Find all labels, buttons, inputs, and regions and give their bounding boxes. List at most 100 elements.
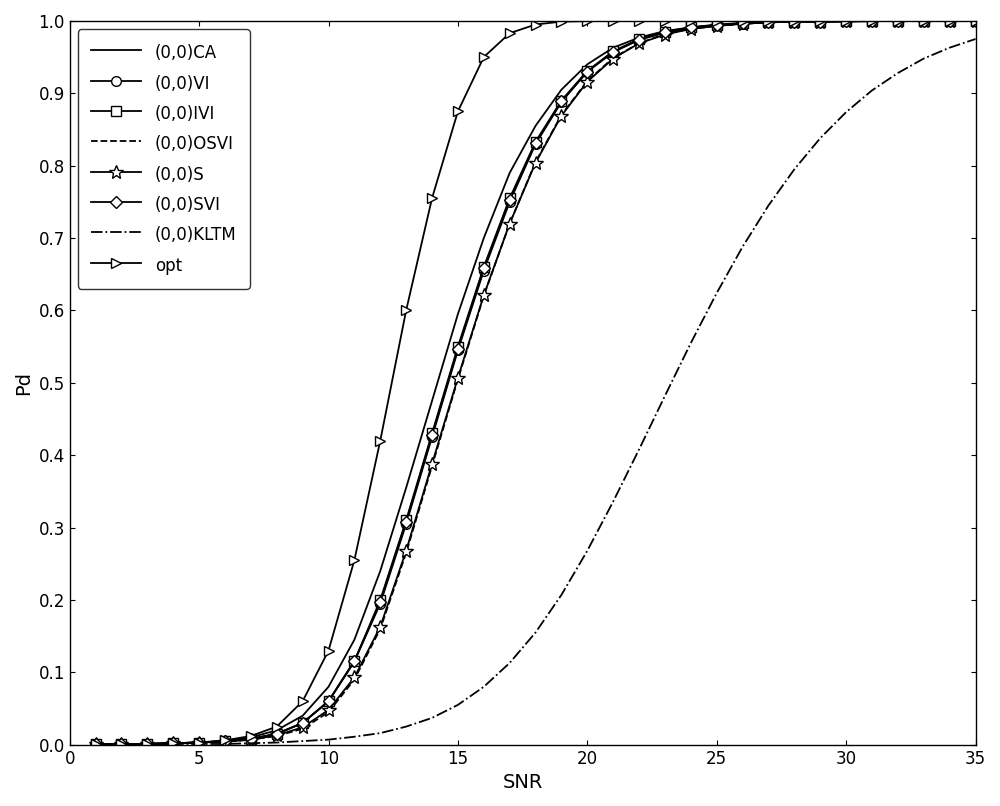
- opt: [840, 16, 852, 26]
- (0,0)S: [167, 738, 179, 748]
- (0,0)S: [866, 16, 878, 26]
- opt: [814, 16, 826, 26]
- (0,0)S: [90, 739, 102, 749]
- (0,0)KLTM: [866, 85, 878, 95]
- (0,0)CA: [245, 733, 257, 742]
- (0,0)CA: [219, 736, 231, 746]
- (0,0)IVI: [633, 34, 645, 44]
- (0,0)KLTM: [762, 201, 774, 210]
- (0,0)OSVI: [685, 24, 697, 34]
- (0,0)SVI: [788, 17, 800, 27]
- X-axis label: SNR: SNR: [502, 773, 543, 792]
- (0,0)SVI: [659, 27, 671, 37]
- (0,0)S: [348, 672, 360, 682]
- (0,0)CA: [452, 310, 464, 319]
- (0,0)CA: [892, 16, 904, 26]
- (0,0)VI: [322, 696, 334, 706]
- (0,0)SVI: [245, 734, 257, 744]
- (0,0)OSVI: [814, 17, 826, 27]
- opt: [219, 736, 231, 746]
- (0,0)OSVI: [115, 739, 127, 749]
- (0,0)IVI: [892, 16, 904, 26]
- (0,0)IVI: [944, 16, 956, 26]
- (0,0)VI: [685, 23, 697, 32]
- (0,0)KLTM: [918, 54, 930, 64]
- (0,0)SVI: [115, 739, 127, 749]
- (0,0)S: [478, 290, 490, 300]
- (0,0)CA: [918, 16, 930, 26]
- (0,0)CA: [633, 33, 645, 43]
- (0,0)CA: [141, 739, 153, 749]
- (0,0)SVI: [322, 696, 334, 706]
- (0,0)SVI: [452, 344, 464, 354]
- (0,0)KLTM: [322, 735, 334, 745]
- (0,0)CA: [348, 635, 360, 645]
- (0,0)OSVI: [840, 16, 852, 26]
- (0,0)KLTM: [90, 739, 102, 749]
- opt: [452, 106, 464, 116]
- opt: [426, 193, 438, 203]
- opt: [504, 28, 516, 38]
- (0,0)S: [918, 16, 930, 26]
- (0,0)OSVI: [374, 624, 386, 634]
- (0,0)KLTM: [374, 729, 386, 738]
- (0,0)CA: [685, 23, 697, 32]
- (0,0)CA: [581, 60, 593, 69]
- (0,0)KLTM: [530, 628, 542, 638]
- (0,0)IVI: [219, 736, 231, 746]
- (0,0)OSVI: [633, 39, 645, 48]
- (0,0)SVI: [478, 264, 490, 273]
- (0,0)KLTM: [478, 682, 490, 692]
- (0,0)KLTM: [711, 289, 723, 298]
- (0,0)CA: [814, 17, 826, 27]
- (0,0)IVI: [348, 657, 360, 667]
- opt: [348, 555, 360, 565]
- (0,0)CA: [711, 19, 723, 29]
- opt: [685, 16, 697, 26]
- (0,0)KLTM: [452, 700, 464, 710]
- (0,0)CA: [478, 233, 490, 243]
- (0,0)OSVI: [193, 737, 205, 747]
- opt: [193, 737, 205, 747]
- opt: [271, 721, 283, 731]
- (0,0)VI: [115, 739, 127, 749]
- (0,0)SVI: [271, 729, 283, 738]
- Line: (0,0)VI: (0,0)VI: [91, 16, 980, 749]
- (0,0)IVI: [322, 696, 334, 706]
- (0,0)VI: [711, 20, 723, 30]
- (0,0)KLTM: [581, 546, 593, 555]
- (0,0)CA: [426, 396, 438, 405]
- opt: [167, 738, 179, 748]
- opt: [944, 16, 956, 26]
- (0,0)CA: [193, 737, 205, 747]
- (0,0)VI: [141, 739, 153, 749]
- (0,0)IVI: [452, 342, 464, 351]
- (0,0)SVI: [374, 597, 386, 607]
- (0,0)OSVI: [297, 724, 309, 733]
- (0,0)CA: [297, 711, 309, 721]
- (0,0)OSVI: [737, 19, 749, 29]
- (0,0)KLTM: [633, 445, 645, 455]
- (0,0)CA: [840, 16, 852, 26]
- (0,0)VI: [426, 432, 438, 442]
- (0,0)S: [245, 735, 257, 745]
- (0,0)KLTM: [141, 739, 153, 749]
- (0,0)CA: [167, 738, 179, 748]
- opt: [633, 16, 645, 26]
- Y-axis label: Pd: Pd: [14, 371, 33, 395]
- (0,0)CA: [788, 17, 800, 27]
- opt: [762, 16, 774, 26]
- (0,0)CA: [970, 16, 982, 26]
- (0,0)KLTM: [814, 133, 826, 143]
- (0,0)S: [374, 622, 386, 632]
- (0,0)VI: [866, 16, 878, 26]
- (0,0)KLTM: [504, 658, 516, 667]
- (0,0)VI: [167, 738, 179, 748]
- (0,0)IVI: [504, 193, 516, 203]
- (0,0)IVI: [167, 738, 179, 748]
- (0,0)VI: [193, 737, 205, 747]
- (0,0)CA: [944, 16, 956, 26]
- (0,0)OSVI: [348, 675, 360, 684]
- (0,0)CA: [322, 682, 334, 692]
- (0,0)CA: [607, 43, 619, 52]
